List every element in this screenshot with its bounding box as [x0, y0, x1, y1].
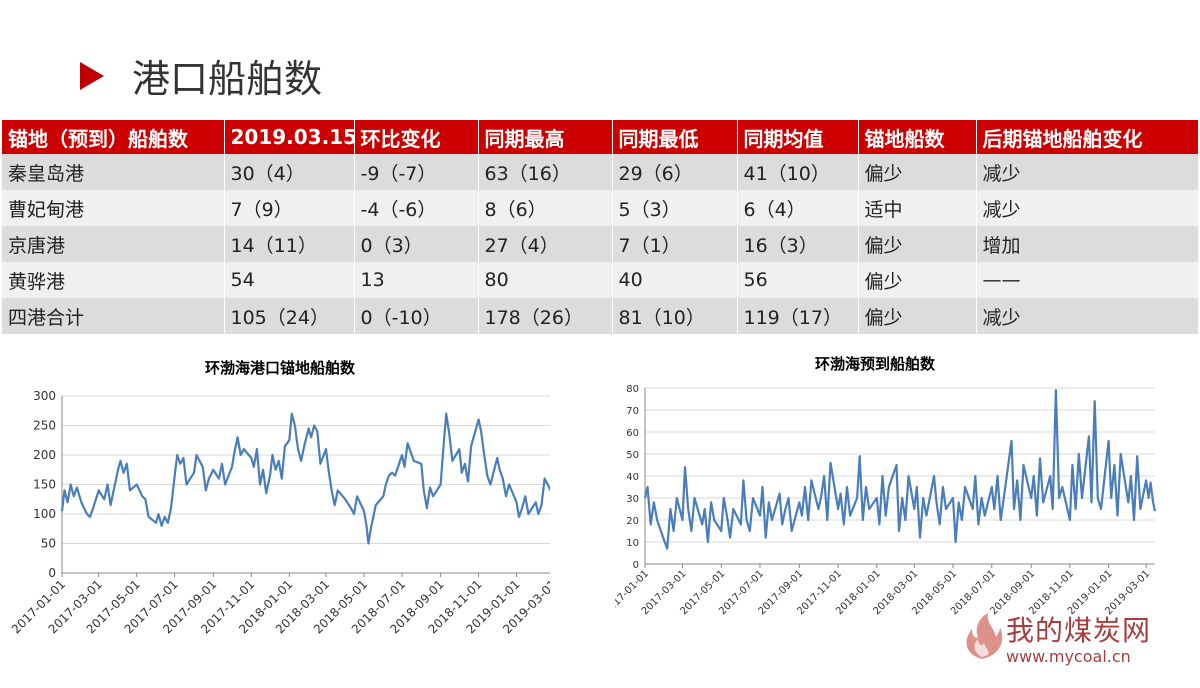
- y-tick-label: 60: [626, 428, 639, 439]
- table-cell: 6（4）: [737, 190, 859, 226]
- table-header-cell: 后期锚地船舶变化: [976, 120, 1199, 154]
- series-line: [643, 389, 1157, 550]
- watermark-url: www.mycoal.cn: [1006, 647, 1131, 666]
- table-cell: 7（1）: [612, 226, 738, 262]
- table-cell: 偏少: [858, 154, 977, 190]
- y-tick-label: 0: [48, 566, 56, 580]
- y-tick-label: 50: [626, 450, 639, 461]
- y-tick-label: 40: [626, 472, 639, 483]
- y-tick-label: 80: [626, 384, 639, 395]
- chart-title-expected: 环渤海预到船舶数: [815, 355, 936, 373]
- table-row: 四港合计 105（24） 0（-10） 178（26） 81（10） 119（1…: [2, 298, 1199, 334]
- table-row: 曹妃甸港 7（9） -4（-6） 8（6） 5（3） 6（4） 适中 减少: [2, 190, 1199, 226]
- y-tick-label: 0: [633, 560, 639, 571]
- table-cell: 81（10）: [612, 298, 738, 334]
- table-cell: 40: [612, 262, 738, 298]
- table-cell: 0（3）: [354, 226, 479, 262]
- table-cell: 80: [478, 262, 613, 298]
- table-cell: 偏少: [858, 226, 977, 262]
- table-row: 京唐港 14（11） 0（3） 27（4） 7（1） 16（3） 偏少 增加: [2, 226, 1199, 262]
- table-cell: 16（3）: [737, 226, 859, 262]
- table-cell: 63（16）: [478, 154, 613, 190]
- table-cell: 105（24）: [224, 298, 355, 334]
- watermark: 我的煤炭网 www.mycoal.cn: [960, 605, 1185, 670]
- table-cell: 黄骅港: [2, 262, 225, 298]
- table-cell: 减少: [976, 190, 1199, 226]
- page-header: 港口船舶数: [80, 48, 322, 103]
- y-tick-label: 150: [33, 478, 56, 492]
- table-cell: 适中: [858, 190, 977, 226]
- table-header-cell: 同期最高: [478, 120, 613, 154]
- table-cell: 14（11）: [224, 226, 355, 262]
- table-cell: 5（3）: [612, 190, 738, 226]
- table-row: 秦皇岛港 30（4） -9（-7） 63（16） 29（6） 41（10） 偏少…: [2, 154, 1199, 190]
- chart-anchorage-ships: 0501001502002503002017-01-012017-03-0120…: [10, 389, 550, 636]
- y-tick-label: 30: [626, 494, 639, 505]
- table-header-cell: 环比变化: [354, 120, 479, 154]
- y-tick-label: 50: [41, 537, 56, 551]
- table-cell: 京唐港: [2, 226, 225, 262]
- chart-expected-ships: 010203040506070802017-01-012017-03-01201…: [615, 384, 1157, 617]
- page-title: 港口船舶数: [132, 57, 323, 101]
- table-header-cell: 锚地（预到）船舶数: [2, 120, 225, 154]
- table-cell: 54: [224, 262, 355, 298]
- table-cell: 8（6）: [478, 190, 613, 226]
- table-cell: 增加: [976, 226, 1199, 262]
- table-cell: 30（4）: [224, 154, 355, 190]
- y-tick-label: 200: [33, 448, 56, 462]
- chart-title-anchorage: 环渤海港口锚地船舶数: [205, 359, 356, 377]
- title-arrow-icon: [80, 61, 104, 90]
- watermark-text: 我的煤炭网: [1006, 614, 1152, 647]
- table-cell: 减少: [976, 154, 1199, 190]
- table-header-cell: 锚地船数: [858, 120, 977, 154]
- table-header-cell: 2019.03.15: [224, 120, 355, 154]
- y-tick-label: 100: [33, 507, 56, 521]
- table-cell: 偏少: [858, 298, 977, 334]
- y-tick-label: 70: [626, 406, 639, 417]
- table-cell: 13: [354, 262, 479, 298]
- table-cell: 0（-10）: [354, 298, 479, 334]
- table-cell: 56: [737, 262, 859, 298]
- flame-logo-icon: [966, 613, 1003, 659]
- table-row: 黄骅港 54 13 80 40 56 偏少 ——: [2, 262, 1199, 298]
- table-cell: 减少: [976, 298, 1199, 334]
- y-tick-label: 250: [33, 419, 56, 433]
- table-cell: 29（6）: [612, 154, 738, 190]
- table-cell: 27（4）: [478, 226, 613, 262]
- table-cell: -9（-7）: [354, 154, 479, 190]
- table-cell: 178（26）: [478, 298, 613, 334]
- table-header-cell: 同期最低: [612, 120, 738, 154]
- y-tick-label: 20: [626, 516, 639, 527]
- series-line: [60, 412, 550, 545]
- table-header-row: 锚地（预到）船舶数 2019.03.15 环比变化 同期最高 同期最低 同期均值…: [2, 120, 1199, 154]
- table-cell: 119（17）: [737, 298, 859, 334]
- table-header-cell: 同期均值: [737, 120, 859, 154]
- table-cell: 秦皇岛港: [2, 154, 225, 190]
- table-cell: 41（10）: [737, 154, 859, 190]
- table-cell: 7（9）: [224, 190, 355, 226]
- table-cell: 四港合计: [2, 298, 225, 334]
- y-tick-label: 300: [33, 389, 56, 403]
- table-cell: ——: [976, 262, 1199, 298]
- table-cell: 偏少: [858, 262, 977, 298]
- y-tick-label: 10: [626, 538, 639, 549]
- table-cell: -4（-6）: [354, 190, 479, 226]
- ship-count-table: 锚地（预到）船舶数 2019.03.15 环比变化 同期最高 同期最低 同期均值…: [2, 120, 1199, 334]
- table-cell: 曹妃甸港: [2, 190, 225, 226]
